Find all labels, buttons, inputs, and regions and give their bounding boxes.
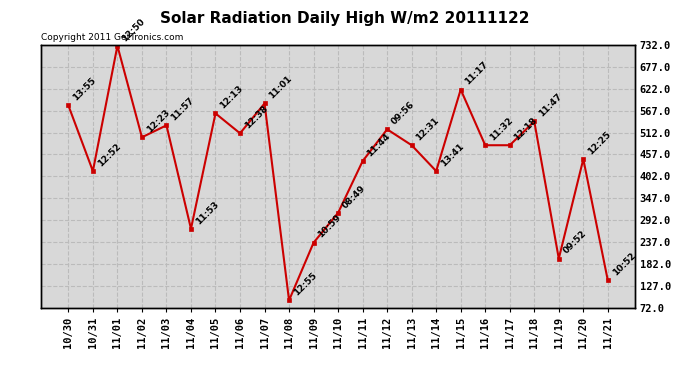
Text: 12:23: 12:23 [145,108,171,135]
Text: 12:13: 12:13 [218,84,245,111]
Text: 11:44: 11:44 [366,132,392,158]
Text: 12:18: 12:18 [513,116,539,142]
Text: 12:55: 12:55 [292,271,319,298]
Text: 10:52: 10:52 [611,251,637,278]
Text: 12:52: 12:52 [96,142,122,168]
Text: 09:56: 09:56 [390,100,417,126]
Text: 11:53: 11:53 [194,200,220,226]
Text: 12:31: 12:31 [415,116,441,142]
Text: 11:32: 11:32 [488,116,515,142]
Text: 08:49: 08:49 [341,183,368,210]
Text: 11:47: 11:47 [537,92,564,118]
Text: 13:55: 13:55 [71,76,98,103]
Text: 12:38: 12:38 [243,104,269,130]
Text: 11:57: 11:57 [169,96,196,123]
Text: Copyright 2011 GetTronics.com: Copyright 2011 GetTronics.com [41,33,184,42]
Text: 13:41: 13:41 [439,142,466,168]
Text: 09:52: 09:52 [562,229,588,256]
Text: 10:59: 10:59 [316,213,343,240]
Text: 11:17: 11:17 [464,60,490,87]
Text: Solar Radiation Daily High W/m2 20111122: Solar Radiation Daily High W/m2 20111122 [160,11,530,26]
Text: 11:01: 11:01 [267,74,294,101]
Text: 12:25: 12:25 [586,130,613,156]
Text: 12:50: 12:50 [120,16,147,43]
